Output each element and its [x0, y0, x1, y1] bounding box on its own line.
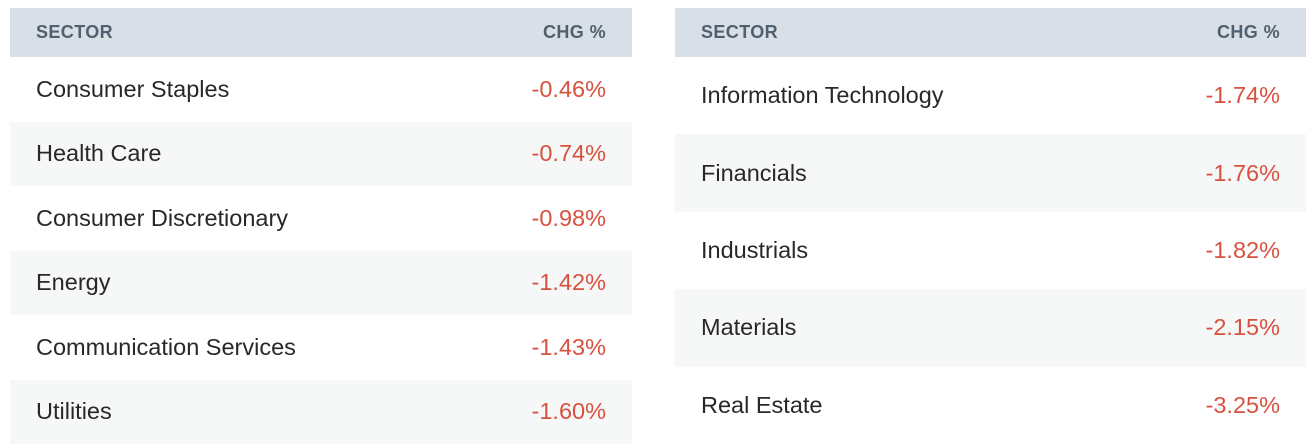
- sector-cell: Consumer Discretionary: [36, 204, 289, 231]
- sector-cell: Real Estate: [701, 391, 823, 418]
- chg-cell: -1.42%: [531, 269, 606, 296]
- table-row: Consumer Discretionary -0.98%: [10, 186, 632, 251]
- table-header: SECTOR CHG %: [10, 8, 632, 57]
- chg-cell: -0.74%: [531, 140, 606, 167]
- table-row: Utilities -1.60%: [10, 379, 632, 444]
- table-body: Information Technology -1.74% Financials…: [675, 57, 1306, 444]
- header-chg-label: CHG %: [542, 22, 606, 42]
- sector-cell: Industrials: [701, 237, 809, 264]
- table-row: Health Care -0.74%: [10, 121, 632, 186]
- chg-cell: -0.98%: [531, 204, 606, 231]
- sector-table-right: SECTOR CHG % Information Technology -1.7…: [675, 8, 1306, 444]
- table-row: Communication Services -1.43%: [10, 315, 632, 380]
- sector-cell: Information Technology: [701, 82, 944, 109]
- table-row: Information Technology -1.74%: [675, 57, 1306, 135]
- chg-cell: -1.76%: [1205, 159, 1280, 186]
- table-row: Financials -1.76%: [675, 134, 1306, 212]
- table-row: Industrials -1.82%: [675, 211, 1306, 290]
- table-body: Consumer Staples -0.46% Health Care -0.7…: [10, 57, 632, 444]
- table-row: Energy -1.42%: [10, 250, 632, 315]
- sector-cell: Energy: [36, 269, 111, 296]
- sector-cell: Materials: [701, 314, 797, 341]
- sector-cell: Financials: [701, 159, 807, 186]
- chg-cell: -0.46%: [531, 75, 606, 102]
- sector-cell: Health Care: [36, 140, 162, 167]
- chg-cell: -3.25%: [1205, 391, 1280, 418]
- sector-cell: Consumer Staples: [36, 75, 230, 102]
- table-header: SECTOR CHG %: [675, 8, 1306, 57]
- chg-cell: -1.82%: [1205, 237, 1280, 264]
- sector-cell: Communication Services: [36, 333, 296, 360]
- chg-cell: -1.43%: [531, 333, 606, 360]
- sector-table-left: SECTOR CHG % Consumer Staples -0.46% Hea…: [10, 8, 632, 444]
- table-row: Materials -2.15%: [675, 289, 1306, 367]
- header-chg-label: CHG %: [1216, 22, 1280, 42]
- header-sector-label: SECTOR: [701, 22, 779, 42]
- table-row: Real Estate -3.25%: [675, 366, 1306, 444]
- sector-cell: Utilities: [36, 398, 112, 425]
- chg-cell: -1.74%: [1205, 82, 1280, 109]
- chg-cell: -1.60%: [531, 398, 606, 425]
- table-row: Consumer Staples -0.46%: [10, 57, 632, 122]
- chg-cell: -2.15%: [1205, 314, 1280, 341]
- header-sector-label: SECTOR: [36, 22, 114, 42]
